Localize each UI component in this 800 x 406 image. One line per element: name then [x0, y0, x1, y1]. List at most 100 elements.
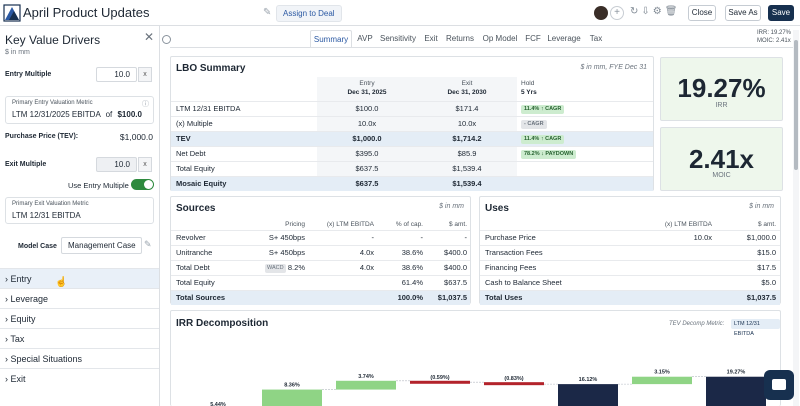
- tab-op-model[interactable]: Op Model: [482, 34, 518, 43]
- chevron-right-icon: ›: [5, 334, 11, 344]
- download-icon[interactable]: ⇩: [641, 6, 653, 17]
- tab-returns[interactable]: Returns: [445, 34, 474, 43]
- tab-underline: [170, 47, 794, 48]
- sources-header-mult: (x) LTM EBITDA: [326, 221, 374, 228]
- table-row: LTM 12/31 EBITDA $100.0 $171.4 11.4% ↑ CAGR: [171, 101, 653, 116]
- uses-panel: Uses $ in mm (x) LTM EBITDA $ amt. Purch…: [479, 196, 781, 305]
- waterfall-label: 3.15%: [654, 370, 670, 376]
- chat-support-button[interactable]: [764, 370, 794, 400]
- section-tax[interactable]: › Tax: [0, 328, 159, 348]
- row-label: Unitranche: [176, 248, 213, 257]
- row-entry: $637.5: [355, 179, 379, 188]
- waterfall-label: 19.27%: [727, 370, 746, 376]
- row-label: Revolver: [176, 233, 206, 242]
- mouse-cursor-icon: ☝: [55, 277, 68, 288]
- close-icon[interactable]: ✕: [144, 30, 155, 44]
- sources-panel: Sources $ in mm Pricing (x) LTM EBITDA %…: [170, 196, 471, 305]
- tev-decomp-metric-select[interactable]: LTM 12/31 EBITDA: [731, 319, 780, 337]
- irr-kpi-label: IRR: [715, 102, 728, 109]
- add-collaborator-icon[interactable]: +: [610, 6, 624, 20]
- waterfall-bar: [632, 376, 692, 385]
- edit-case-icon[interactable]: ✎: [144, 239, 152, 249]
- row-multiple: 4.0x: [359, 263, 374, 272]
- table-row: Net Debt $395.0 $85.9 78.2% ↓ PAYDOWN: [171, 146, 653, 161]
- row-label: Total Equity: [176, 278, 215, 287]
- section-entry[interactable]: › Entry: [0, 268, 159, 288]
- entry-col-header: Entry Dec 31, 2025: [317, 79, 417, 97]
- chevron-right-icon: ›: [5, 314, 11, 324]
- row-multiple: 4.0x: [359, 248, 374, 257]
- section-special-situations[interactable]: › Special Situations: [0, 348, 159, 368]
- primary-entry-metric-label: Primary Entry Valuation Metric: [12, 100, 93, 106]
- tab-summary[interactable]: Summary: [310, 30, 352, 48]
- sources-header-pct: % of cap.: [395, 221, 423, 228]
- sources-note: $ in mm: [439, 203, 464, 210]
- tab-avp[interactable]: AVP: [357, 34, 373, 43]
- save-button[interactable]: Save: [768, 5, 794, 21]
- row-exit: $171.4: [455, 104, 479, 113]
- exit-multiple-label: Exit Multiple: [5, 161, 47, 168]
- table-row: Total Debt WACD 8.2% 4.0x 38.6% $400.0: [171, 260, 470, 275]
- row-label: Total Debt: [176, 263, 210, 272]
- row-percent: 38.6%: [401, 248, 423, 257]
- model-case-select[interactable]: Management Case: [61, 237, 142, 254]
- page-title: April Product Updates: [23, 5, 150, 20]
- scrollbar-thumb[interactable]: [794, 40, 798, 170]
- row-entry: $1,000.0: [352, 134, 382, 143]
- entry-col-top: Entry: [359, 80, 375, 87]
- tab-sensitivity[interactable]: Sensitivity: [379, 34, 416, 43]
- trash-icon[interactable]: 🗑: [664, 6, 681, 17]
- close-button[interactable]: Close: [688, 5, 716, 21]
- entry-multiple-input[interactable]: 10.0: [96, 67, 137, 82]
- exit-multiple-input[interactable]: 10.0: [96, 157, 137, 172]
- section-exit[interactable]: › Exit: [0, 368, 159, 388]
- user-avatar[interactable]: [594, 6, 608, 20]
- section-leverage[interactable]: › Leverage: [0, 288, 159, 308]
- tab-fcf[interactable]: FCF: [525, 34, 541, 43]
- history-icon[interactable]: ↻: [630, 6, 642, 17]
- row-amount: $15.0: [757, 248, 776, 257]
- chevron-right-icon: ›: [5, 354, 11, 364]
- row-entry: $100.0: [355, 104, 379, 113]
- row-label: TEV: [176, 134, 191, 143]
- lbo-summary-title: LBO Summary: [176, 63, 246, 74]
- use-entry-multiple-toggle[interactable]: [131, 179, 154, 190]
- info-icon[interactable]: ⓘ: [142, 101, 149, 108]
- entry-multiple-unit: x: [138, 67, 152, 82]
- row-percent: 100.0%: [397, 293, 423, 302]
- row-entry: $637.5: [355, 164, 379, 173]
- tab-tax[interactable]: Tax: [589, 34, 603, 43]
- chevron-right-icon: ›: [5, 294, 11, 304]
- exit-col-header: Exit Dec 31, 2030: [417, 79, 517, 97]
- edit-title-icon[interactable]: ✎: [263, 7, 272, 18]
- save-as-button[interactable]: Save As: [725, 5, 761, 21]
- waterfall-bar: [558, 384, 618, 406]
- gear-icon[interactable]: ⚙: [652, 6, 665, 17]
- assign-to-deal-button[interactable]: Assign to Deal: [276, 5, 342, 22]
- primary-exit-metric-card[interactable]: Primary Exit Valuation Metric LTM 12/31 …: [5, 197, 154, 224]
- row-label: Total Uses: [485, 293, 523, 302]
- row-exit: $1,714.2: [452, 134, 482, 143]
- primary-entry-metric-card[interactable]: Primary Entry Valuation Metric ⓘ LTM 12/…: [5, 96, 154, 124]
- panel-settings-icon[interactable]: [162, 35, 171, 44]
- row-multiple: 10.0x: [693, 233, 712, 242]
- section-equity[interactable]: › Equity: [0, 308, 159, 328]
- row-amount: $637.5: [444, 278, 467, 287]
- irr-kpi-value: 19.27%: [677, 73, 766, 103]
- exit-col-date: Dec 31, 2030: [447, 89, 487, 96]
- tab-exit[interactable]: Exit: [424, 34, 438, 43]
- table-row: Total Equity $637.5 $1,539.4: [171, 161, 653, 176]
- waterfall-label: 3.74%: [358, 374, 374, 380]
- tab-leverage[interactable]: Leverage: [547, 34, 581, 43]
- row-entry: 10.0x: [357, 119, 377, 128]
- uses-note: $ in mm: [749, 203, 774, 210]
- hold-col-top: Hold: [521, 80, 535, 87]
- scrollbar-track[interactable]: [793, 30, 799, 406]
- row-percent: 61.4%: [401, 278, 423, 287]
- table-row: Unitranche S+ 450bps 4.0x 38.6% $400.0: [171, 245, 470, 260]
- chevron-right-icon: ›: [5, 374, 11, 384]
- row-pricing: 8.2%: [287, 263, 305, 272]
- row-entry: $395.0: [355, 149, 379, 158]
- sources-header-amt: $ amt.: [448, 221, 467, 228]
- hold-col-header: Hold 5 Yrs: [521, 79, 537, 97]
